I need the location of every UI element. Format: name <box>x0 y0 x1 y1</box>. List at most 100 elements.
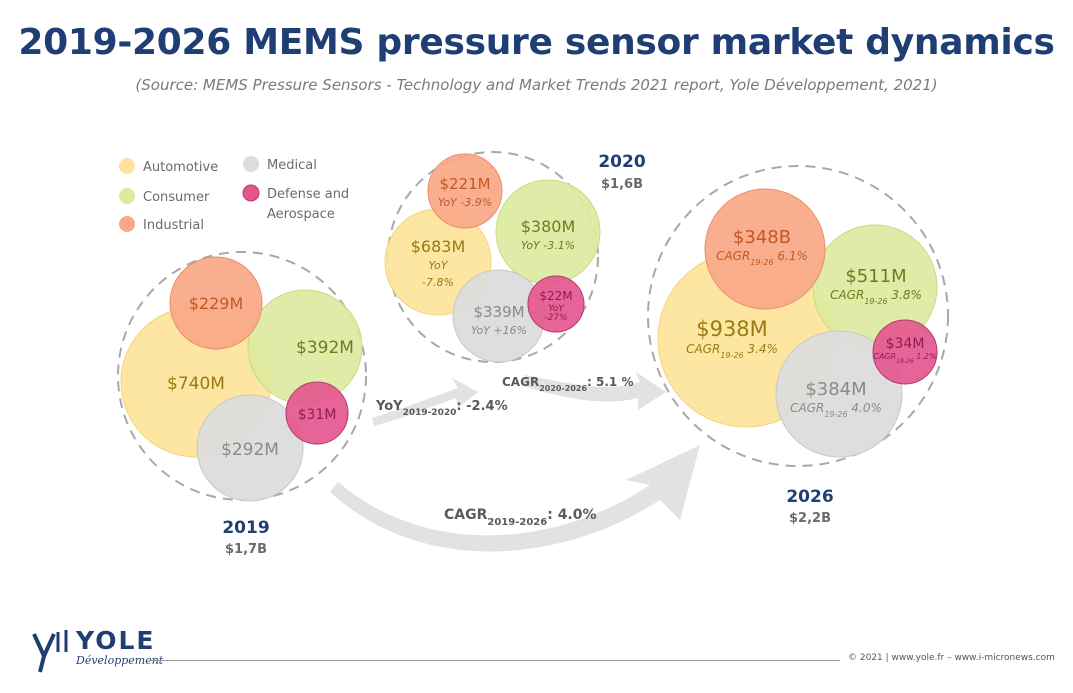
growth-value: : 5.1 % <box>587 375 633 389</box>
legend-label: Medical <box>267 158 317 173</box>
total-label: $1,6B <box>601 177 643 192</box>
total-label: $2,2B <box>789 511 831 526</box>
bubble-medical <box>775 330 903 458</box>
note-label: CAGR <box>790 401 824 415</box>
bubble-medical <box>196 394 304 502</box>
legend-swatch <box>119 216 135 232</box>
total-label: $1,7B <box>225 542 267 557</box>
arrow-2019-2020 <box>372 378 478 426</box>
page-title: 2019-2026 MEMS pressure sensor market dy… <box>18 22 1055 63</box>
note-subscript: 19-26 <box>824 410 847 419</box>
bubble-growth-note: YoY -3.1% <box>521 239 575 252</box>
legend-swatch <box>242 184 260 202</box>
logo-name: YOLE <box>76 626 156 655</box>
growth-label: CAGR <box>502 375 539 389</box>
legend-swatch <box>119 158 135 174</box>
bubble-value-label: $938M <box>696 317 768 341</box>
growth-value: : 4.0% <box>547 507 596 523</box>
copyright-text: © 2021 | www.yole.fr – www.i-micronews.c… <box>848 653 1055 663</box>
year-label: 2019 <box>222 518 269 538</box>
total-outline <box>647 165 949 467</box>
bubble-growth-note: YoY <box>429 259 449 272</box>
note-label: YoY +16% <box>471 324 527 337</box>
growth-period: 2020-2026 <box>539 384 587 393</box>
bubble-value-label: $348B <box>733 227 791 248</box>
note-label: YoY <box>548 304 565 314</box>
note-label: CAGR <box>830 288 864 302</box>
bubble-value-label: $740M <box>167 374 225 394</box>
growth-label: CAGR <box>444 507 488 523</box>
growth-value: : -2.4% <box>456 399 507 414</box>
legend-label: Automotive <box>143 160 218 175</box>
growth-rate-label: CAGR2019-2026: 4.0% <box>444 507 597 528</box>
growth-label: YoY <box>375 399 403 414</box>
year-label: 2026 <box>786 487 833 507</box>
bubble-value-label: $22M <box>539 289 572 303</box>
bubble-defense-and-aerospace <box>285 381 349 445</box>
bubble-value-label: $292M <box>221 440 279 460</box>
bubble-growth-note: YoY -3.9% <box>438 196 492 209</box>
legend-label: Industrial <box>143 218 204 233</box>
note-label: CAGR <box>716 249 750 263</box>
bubble-growth-note: CAGR19-26 3.4% <box>686 342 778 360</box>
note-value: 1.2% <box>914 352 937 361</box>
bubble-growth-note: YoY <box>548 304 565 314</box>
bubble-growth-note: CAGR19-26 1.2% <box>873 352 936 365</box>
yole-logo: YOLE Développement <box>28 626 168 678</box>
bubble-growth-note: CAGR19-26 3.8% <box>830 288 922 306</box>
bubble-value-label: $34M <box>886 336 925 352</box>
note-value: 3.4% <box>744 342 778 356</box>
bubble-group-2020: $683M YoY -7.8% $380M YoY -3.1% $339M YoY +16%… <box>384 151 646 363</box>
note-subscript: 19-26 <box>750 258 773 267</box>
note-label: CAGR <box>873 352 896 361</box>
bubble-growth-note: -7.8% <box>422 276 454 289</box>
bubble-value-label: $339M <box>473 303 524 321</box>
note-label: YoY <box>429 259 449 272</box>
page-subtitle: (Source: MEMS Pressure Sensors - Technol… <box>135 76 938 94</box>
bubble-value-label: $31M <box>298 407 337 423</box>
bubble-value-label: $229M <box>189 294 244 313</box>
arrow-2020-2026 <box>522 372 666 410</box>
note-label: CAGR <box>686 342 720 356</box>
bubble-growth-note: CAGR19-26 6.1% <box>716 249 808 267</box>
logo-subtitle: Développement <box>76 654 164 667</box>
bubble-industrial <box>169 256 263 350</box>
bubble-value-label: $221M <box>439 175 490 193</box>
arrow-2019-2026 <box>330 445 700 552</box>
legend-label: Defense and <box>267 187 349 202</box>
legend-label: Consumer <box>143 190 210 205</box>
bubble-industrial <box>704 188 826 310</box>
note-value: 4.0% <box>848 401 882 415</box>
yole-logo-icon <box>32 630 68 673</box>
note-subscript: 19-26 <box>896 358 914 365</box>
bubble-growth-note: YoY +16% <box>471 324 527 337</box>
note-value: 6.1% <box>774 249 808 263</box>
note-label: YoY -3.9% <box>438 196 492 209</box>
growth-rate-label: CAGR2020-2026: 5.1 % <box>502 375 633 393</box>
growth-rate-label: YoY2019-2020: -2.4% <box>375 399 508 418</box>
bubble-growth-note: CAGR19-26 4.0% <box>790 401 882 419</box>
note-subscript: 19-26 <box>864 297 887 306</box>
note-subscript: 19-26 <box>720 351 743 360</box>
growth-period: 2019-2026 <box>487 517 547 528</box>
bubble-value-label: $392M <box>296 338 354 358</box>
bubble-value-label: $380M <box>521 217 576 236</box>
legend-label: Aerospace <box>267 207 335 222</box>
note-label: YoY -3.1% <box>521 239 575 252</box>
legend-swatch <box>243 156 259 172</box>
growth-period: 2019-2020 <box>403 408 457 418</box>
legend-swatch <box>119 188 135 204</box>
footer-divider <box>150 660 840 661</box>
bubble-value-label: $384M <box>805 379 866 400</box>
bubble-industrial <box>427 153 503 229</box>
bubble-growth-note: -27% <box>544 313 567 323</box>
bubble-defense-and-aerospace <box>527 275 585 333</box>
bubble-value-label: $511M <box>845 266 906 287</box>
bubble-group-2019: $740M $392M $292M $229M $31M 2019 $1,7B <box>117 251 367 557</box>
note-value: 3.8% <box>888 288 922 302</box>
bubble-value-label: $683M <box>411 237 466 256</box>
bubble-defense-and-aerospace <box>872 319 938 385</box>
year-label: 2020 <box>598 152 645 172</box>
